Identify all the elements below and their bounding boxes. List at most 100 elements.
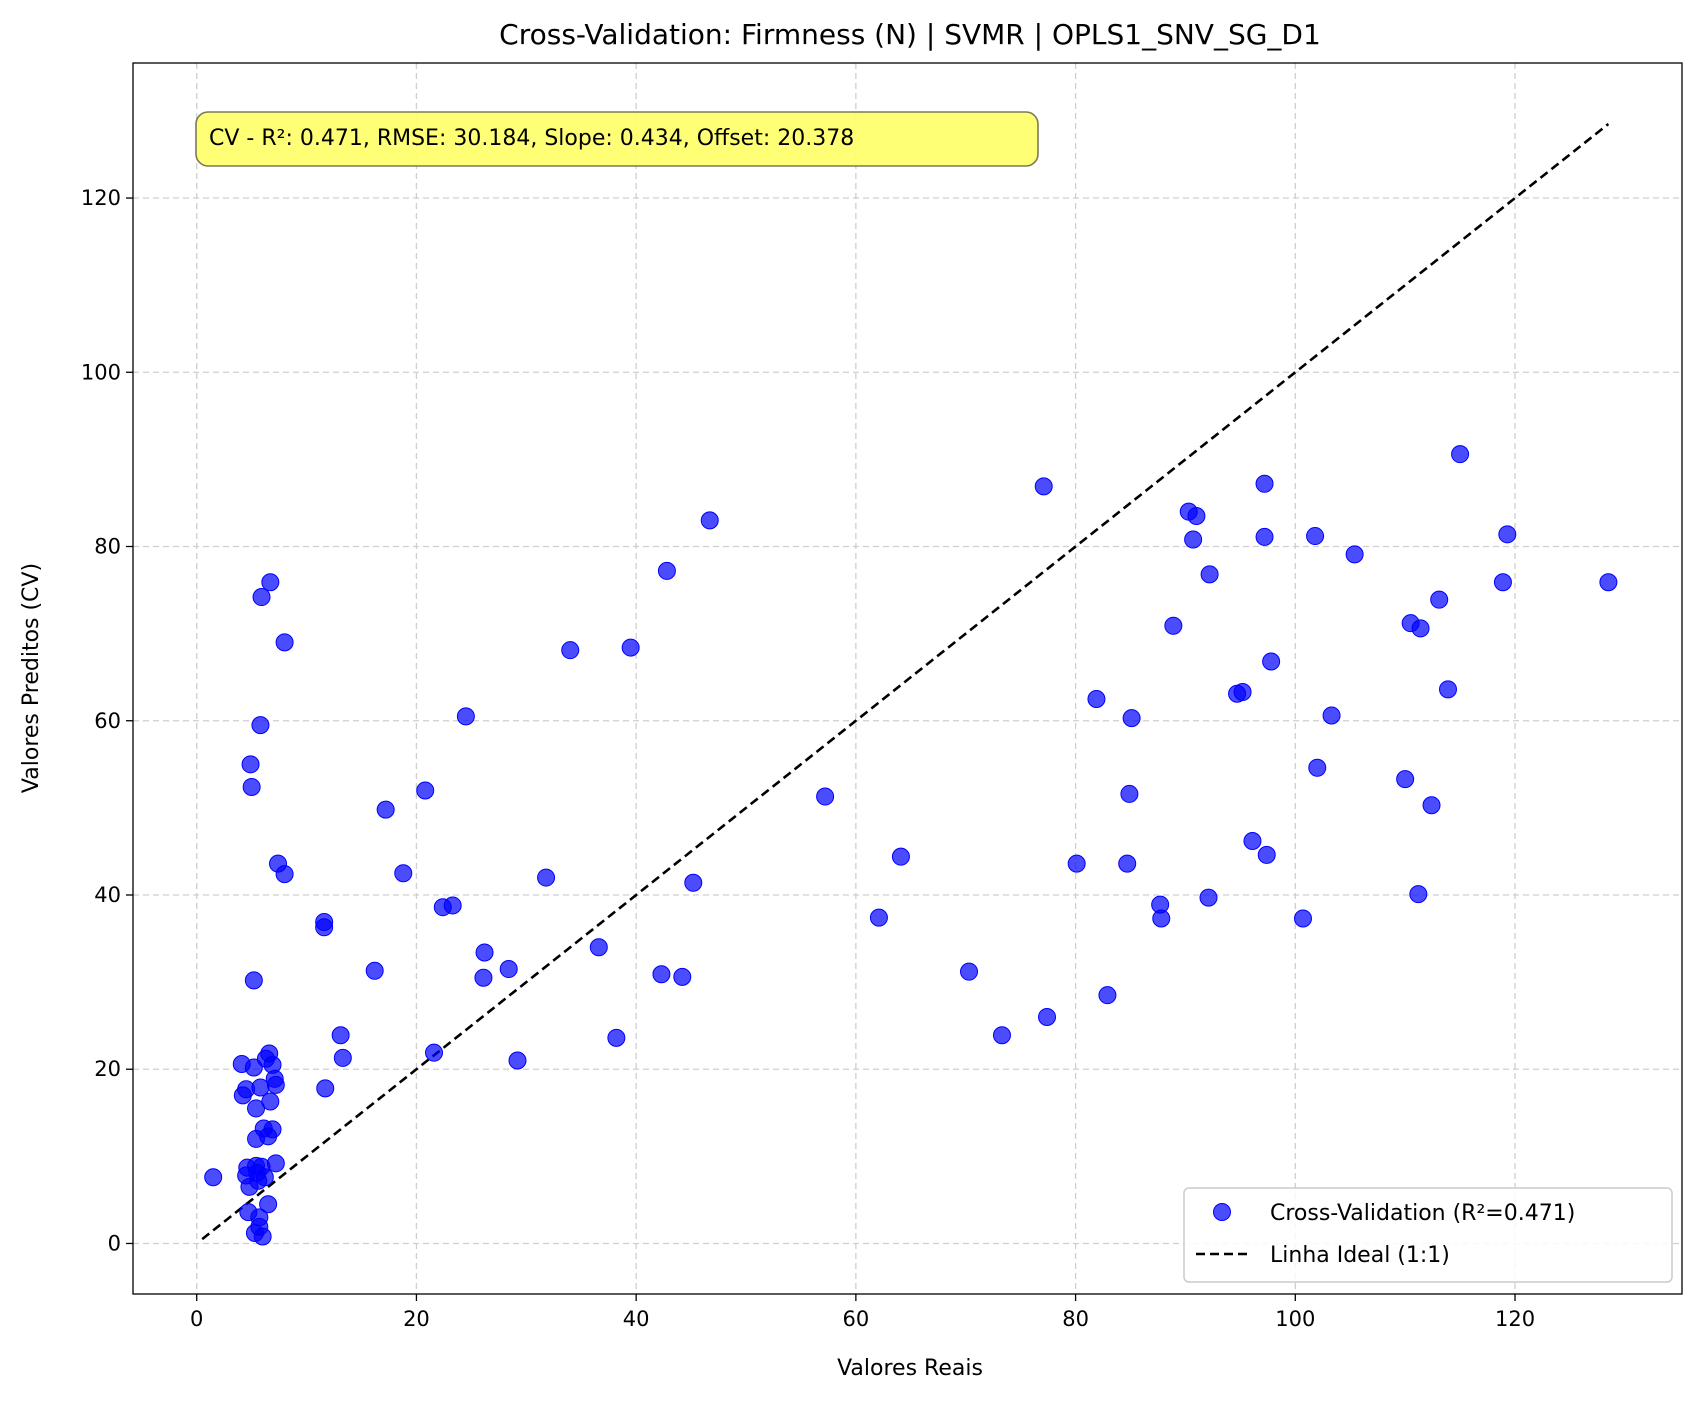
data-point (244, 971, 263, 990)
data-point (247, 1099, 266, 1118)
x-tick-label: 0 (190, 1307, 203, 1331)
data-point (499, 960, 518, 979)
y-axis-label: Valores Preditos (CV) (19, 563, 44, 793)
x-tick-label: 100 (1275, 1307, 1315, 1331)
data-point (960, 962, 979, 981)
data-point (700, 511, 719, 530)
data-point (275, 633, 294, 652)
data-point (1120, 784, 1139, 803)
data-points (204, 445, 1618, 1246)
data-point (1493, 573, 1512, 592)
data-point (1243, 831, 1262, 850)
data-point (537, 868, 556, 887)
data-point (1199, 888, 1218, 907)
annotation-text: CV - R²: 0.471, RMSE: 30.184, Slope: 0.4… (209, 126, 854, 151)
data-point (1038, 1007, 1057, 1026)
data-point (250, 1208, 269, 1227)
x-tick-label: 40 (623, 1307, 650, 1331)
data-point (1164, 616, 1183, 635)
data-point (259, 1195, 278, 1214)
data-point (1067, 854, 1086, 873)
data-point (456, 707, 475, 726)
data-point (365, 961, 384, 980)
data-point (1409, 885, 1428, 904)
x-axis: 0 20 40 60 80 100 120 (190, 1294, 1535, 1331)
data-point (891, 847, 910, 866)
data-point (376, 800, 395, 819)
y-tick-label: 80 (94, 535, 121, 559)
data-point (1184, 530, 1203, 549)
data-point (204, 1168, 223, 1187)
data-point (589, 938, 608, 957)
data-point (1322, 706, 1341, 725)
annotation-box (195, 111, 1039, 167)
data-point (561, 641, 580, 660)
legend-label-ideal-line: Linha Ideal (1:1) (1270, 1243, 1450, 1268)
data-point (275, 865, 294, 884)
y-tick-label: 20 (94, 1057, 121, 1081)
data-point (1034, 477, 1053, 496)
data-point (684, 873, 703, 892)
x-tick-label: 60 (842, 1307, 869, 1331)
legend-label-cross-validation: Cross-Validation (R²=0.471) (1270, 1201, 1575, 1226)
data-point (673, 967, 692, 986)
data-point (263, 1120, 282, 1139)
data-point (657, 561, 676, 580)
data-point (425, 1043, 444, 1062)
data-point (607, 1028, 626, 1047)
legend-box (1183, 1187, 1673, 1283)
y-tick-label: 40 (94, 883, 121, 907)
x-tick-label: 80 (1062, 1307, 1089, 1331)
metrics-annotation: CV - R²: 0.471, RMSE: 30.184, Slope: 0.4… (195, 111, 1039, 167)
data-point (992, 1026, 1011, 1045)
data-point (1430, 590, 1449, 609)
data-point (251, 716, 270, 735)
data-point (1200, 565, 1219, 584)
data-point (1498, 525, 1517, 544)
data-point (394, 864, 413, 883)
x-tick-label: 120 (1495, 1307, 1535, 1331)
data-point (508, 1051, 527, 1070)
data-point (621, 638, 640, 657)
data-point (315, 918, 334, 937)
data-point (1087, 689, 1106, 708)
data-point (816, 787, 835, 806)
y-tick-label: 0 (108, 1231, 121, 1255)
data-point (261, 573, 280, 592)
data-point (253, 1227, 272, 1246)
data-point (1233, 683, 1252, 702)
data-point (1187, 507, 1206, 526)
y-tick-label: 60 (94, 709, 121, 733)
data-point (416, 781, 435, 800)
data-point (1422, 796, 1441, 815)
data-point (331, 1026, 350, 1045)
data-point (1306, 527, 1325, 546)
data-point (1308, 758, 1327, 777)
data-point (242, 777, 261, 796)
data-point (1122, 709, 1141, 728)
data-point (255, 1168, 274, 1187)
data-point (1257, 845, 1276, 864)
data-point (1098, 986, 1117, 1005)
data-point (1396, 770, 1415, 789)
data-point (244, 1058, 263, 1077)
data-point (241, 755, 260, 774)
data-point (1255, 474, 1274, 493)
data-point (1451, 445, 1470, 464)
data-point (266, 1075, 285, 1094)
y-tick-label: 100 (81, 360, 121, 384)
data-point (1152, 909, 1171, 928)
data-point (1118, 854, 1137, 873)
data-point (1439, 680, 1458, 699)
legend-marker-cross-validation (1213, 1203, 1231, 1221)
plot-frame (132, 62, 1683, 1295)
data-point (443, 896, 462, 915)
x-axis-label: Valores Reais (837, 1356, 983, 1381)
grid (133, 63, 1682, 1294)
data-point (1599, 573, 1618, 592)
data-point (474, 968, 493, 987)
data-point (252, 588, 271, 607)
legend: Cross-Validation (R²=0.471) Linha Ideal … (1183, 1187, 1673, 1283)
data-point (266, 1154, 285, 1173)
